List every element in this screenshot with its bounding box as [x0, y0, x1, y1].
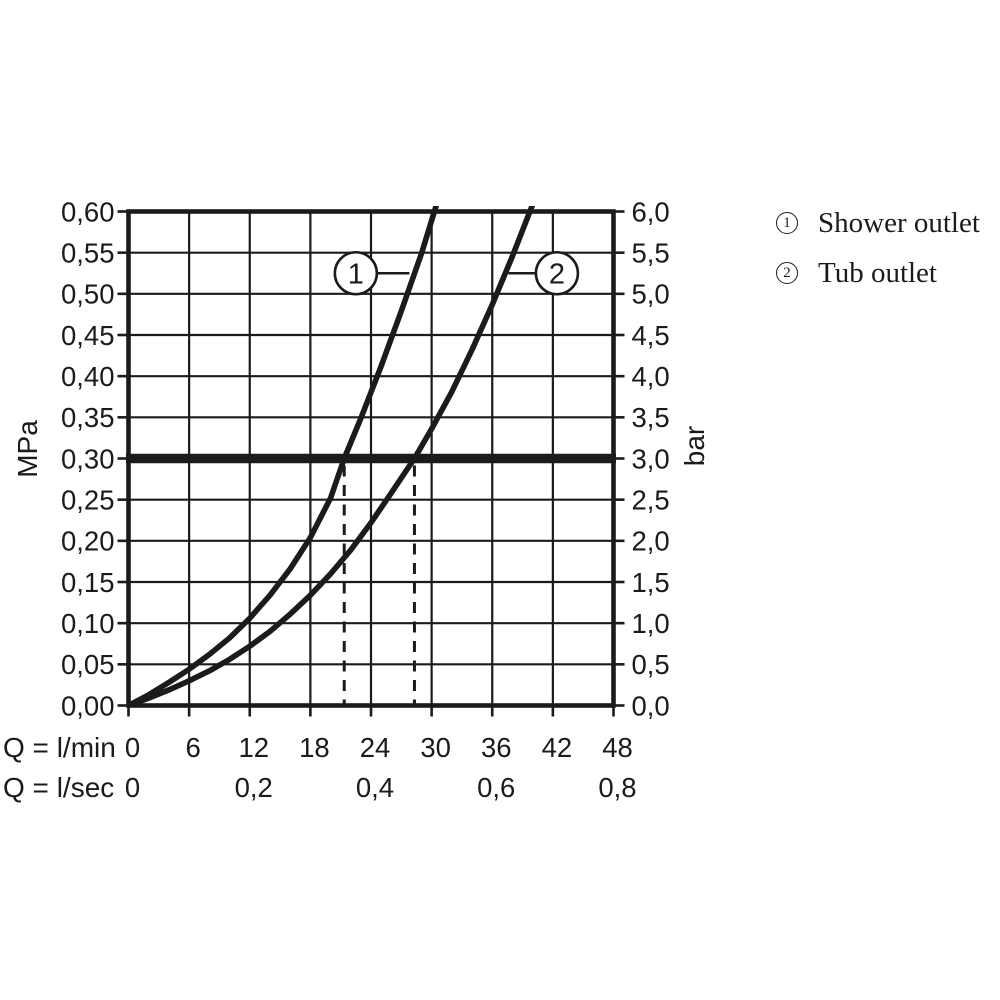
tick-label-left-0,05: 0,05: [61, 649, 115, 680]
legend-symbol-2-icon: 2: [776, 262, 798, 284]
legend-symbol-1-icon: 1: [776, 212, 798, 234]
tick-label-right-2,0: 2,0: [632, 526, 670, 557]
tick-label-lsec-0,8: 0,8: [598, 772, 636, 803]
tick-label-left-0,55: 0,55: [61, 238, 115, 269]
curve-1: [127, 206, 439, 706]
y-right-unit-label: bar: [679, 426, 710, 466]
tick-label-lmin-18: 18: [299, 732, 330, 763]
legend-item-tub-outlet: 2 Tub outlet: [776, 254, 980, 292]
legend-label-shower-outlet: Shower outlet: [818, 206, 980, 239]
tick-label-left-0,45: 0,45: [61, 320, 115, 351]
tick-label-lmin-48: 48: [602, 732, 633, 763]
chart-render-layer: 1 20,600,550,500,450,400,350,300,250,200,…: [61, 196, 670, 803]
tick-label-lmin-0: 0: [125, 732, 140, 763]
tick-label-right-1,0: 1,0: [632, 608, 670, 639]
tick-label-left-0,30: 0,30: [61, 443, 115, 474]
tick-label-lsec-0,6: 0,6: [477, 772, 515, 803]
tick-label-left-0,10: 0,10: [61, 608, 115, 639]
tick-label-right-4,5: 4,5: [632, 320, 670, 351]
tick-label-left-0,40: 0,40: [61, 361, 115, 392]
tick-label-right-2,5: 2,5: [632, 485, 670, 516]
tick-label-lmin-42: 42: [542, 732, 573, 763]
tick-label-right-3,5: 3,5: [632, 402, 670, 433]
tick-label-right-3,0: 3,0: [632, 443, 670, 474]
tick-label-left-0,25: 0,25: [61, 485, 115, 516]
tick-label-left-0,15: 0,15: [61, 567, 115, 598]
tick-label-right-5,5: 5,5: [632, 238, 670, 269]
tick-label-lsec-0,2: 0,2: [235, 772, 273, 803]
tick-label-lmin-30: 30: [420, 732, 451, 763]
tick-label-lsec-0: 0: [125, 772, 140, 803]
tick-label-right-4,0: 4,0: [632, 361, 670, 392]
tick-label-lmin-36: 36: [481, 732, 512, 763]
legend: 1 Shower outlet 2 Tub outlet: [776, 204, 980, 304]
tick-label-right-5,0: 5,0: [632, 279, 670, 310]
tick-label-left-0,35: 0,35: [61, 402, 115, 433]
tick-label-left-0,60: 0,60: [61, 196, 115, 227]
tick-label-right-0,5: 0,5: [632, 649, 670, 680]
callout-number-2: 2: [549, 259, 565, 291]
tick-label-right-0,0: 0,0: [632, 690, 670, 721]
curve-2: [127, 206, 536, 706]
x-unit-label-lmin: Q = l/min: [3, 732, 116, 763]
callout-number-1: 1: [348, 259, 364, 291]
tick-label-lmin-24: 24: [360, 732, 391, 763]
legend-label-tub-outlet: Tub outlet: [818, 256, 937, 289]
tick-label-left-0,50: 0,50: [61, 279, 115, 310]
y-left-unit-label: MPa: [12, 420, 43, 478]
legend-item-shower-outlet: 1 Shower outlet: [776, 204, 980, 242]
x-unit-label-lsec: Q = l/sec: [3, 772, 114, 803]
tick-label-right-6,0: 6,0: [632, 196, 670, 227]
callout-circle-2: [534, 250, 580, 296]
tick-label-lsec-0,4: 0,4: [356, 772, 394, 803]
tick-label-left-0,20: 0,20: [61, 526, 115, 557]
tick-label-left-0,00: 0,00: [61, 690, 115, 721]
callout-circle-1: [333, 250, 379, 296]
tick-label-right-1,5: 1,5: [632, 567, 670, 598]
tick-label-lmin-12: 12: [238, 732, 269, 763]
tick-label-lmin-6: 6: [185, 732, 200, 763]
